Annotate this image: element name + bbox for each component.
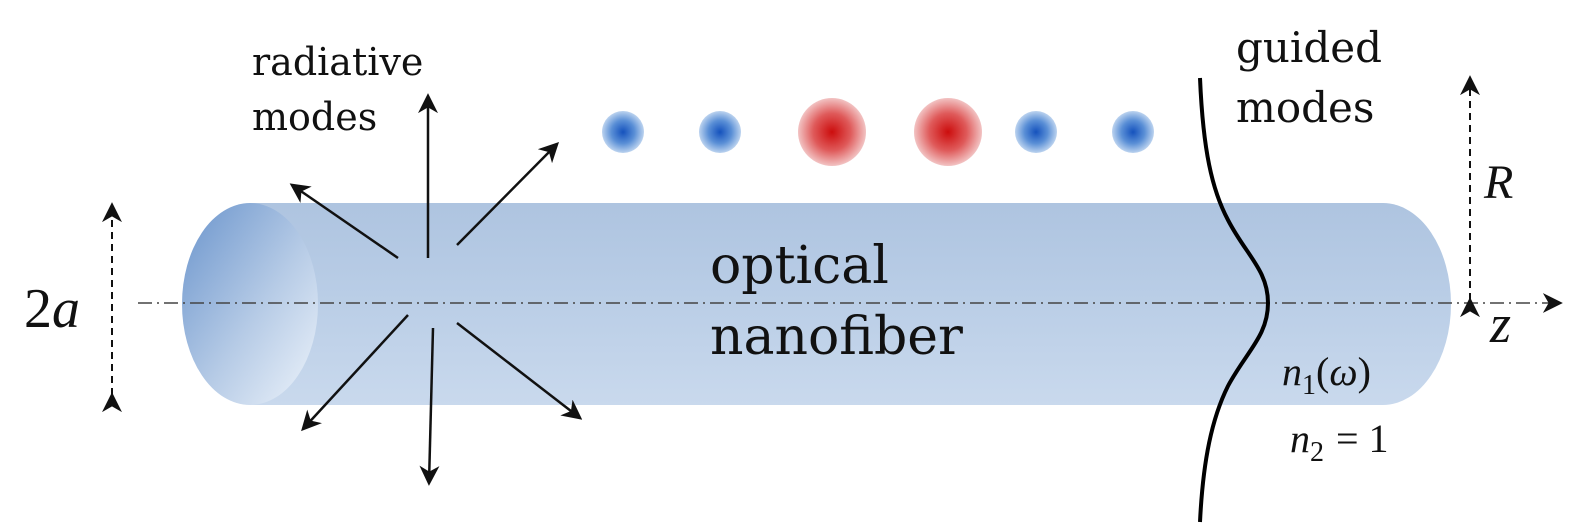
atom-blue bbox=[1015, 111, 1057, 153]
atom-array bbox=[602, 98, 1154, 166]
emission-arrow-upper-left bbox=[289, 183, 399, 260]
guided-modes-label-line2: modes bbox=[1236, 83, 1374, 132]
emission-arrow-upper-right bbox=[456, 141, 560, 246]
optical-nanofiber bbox=[182, 203, 1451, 405]
radiative-modes-label-line2: modes bbox=[252, 95, 377, 139]
fiber-label-line1: optical bbox=[710, 236, 889, 296]
emission-arrow-lower-right bbox=[456, 322, 583, 420]
guided-mode-profile-curve bbox=[1198, 77, 1271, 523]
fiber-body bbox=[250, 203, 1451, 405]
emission-arrow-lower-left bbox=[301, 314, 409, 432]
radiative-emission-arrows bbox=[289, 93, 583, 486]
radius-label: R bbox=[1483, 156, 1513, 209]
cladding-index-label: n2 = 1 bbox=[1290, 416, 1389, 468]
axis-label: z bbox=[1489, 294, 1511, 354]
core-index-label: n1(ω) bbox=[1282, 349, 1371, 401]
atom-blue bbox=[699, 111, 741, 153]
atom-blue bbox=[602, 111, 644, 153]
guided-modes-label-line1: guided bbox=[1236, 23, 1382, 72]
atom-blue bbox=[1112, 111, 1154, 153]
emission-arrow-down bbox=[419, 327, 440, 486]
radiative-modes-label-line1: radiative bbox=[252, 40, 423, 84]
diameter-label: 2a bbox=[24, 278, 80, 340]
fiber-end-cap bbox=[182, 203, 318, 405]
fiber-label-line2: nanofiber bbox=[710, 307, 963, 367]
atom-red bbox=[914, 98, 982, 166]
atom-red bbox=[798, 98, 866, 166]
